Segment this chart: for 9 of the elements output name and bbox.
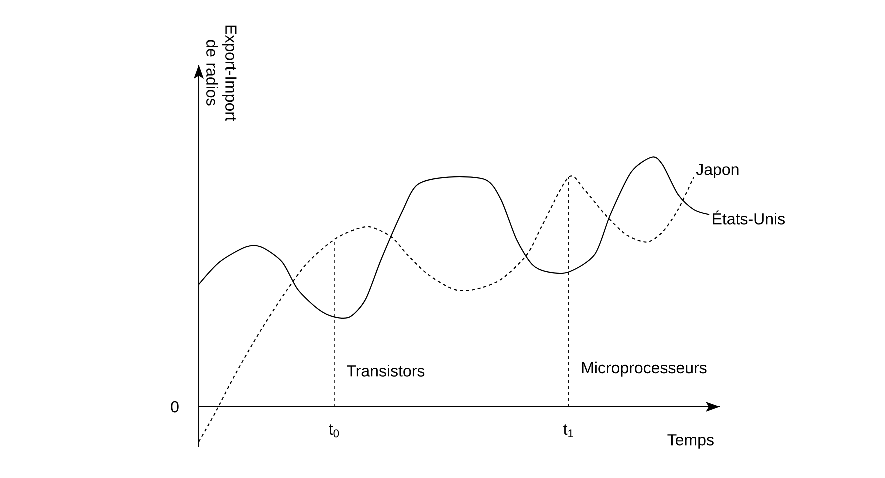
text: 0 xyxy=(171,401,179,413)
x-tick-label: t$_{0}$ xyxy=(329,424,340,438)
series-label: Japon xyxy=(696,164,739,179)
y-axis-title: Export-Import de radios xyxy=(206,26,237,122)
ref-line-label: Microprocesseurs xyxy=(582,362,707,377)
x-axis-title: Temps xyxy=(668,434,714,449)
ref-line-label: Transistors xyxy=(347,365,425,377)
x-tick-label: t$_{1}$ xyxy=(564,424,574,438)
series-label: États-Unis xyxy=(713,210,785,225)
